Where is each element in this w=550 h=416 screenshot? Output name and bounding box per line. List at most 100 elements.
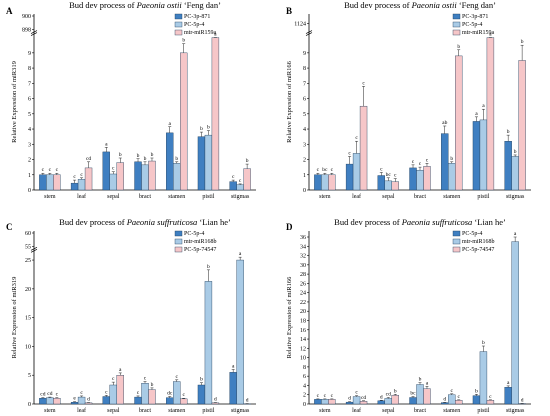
y-axis-label: Relative Expression of miR319 <box>11 277 18 359</box>
y-tick-label: 26 <box>300 281 306 287</box>
significance-letter: c <box>355 390 358 396</box>
significance-letter: d <box>246 398 249 404</box>
chart-title: Bud dev process of Paeonia ostii ‘Feng d… <box>344 0 496 10</box>
panel-label: D <box>286 222 293 232</box>
significance-letter: d <box>521 397 524 403</box>
legend-label: PC-5p-74547 <box>462 247 494 253</box>
significance-letter: c <box>362 80 365 86</box>
significance-letter: b <box>394 388 397 394</box>
x-tick-label: stem <box>319 408 331 414</box>
bar <box>204 134 213 191</box>
significance-letter: c <box>239 178 242 184</box>
legend-swatch <box>174 238 183 245</box>
bar <box>328 399 336 405</box>
significance-letter: b <box>207 125 210 131</box>
x-tick-label: sepal <box>382 194 395 200</box>
significance-letter: a <box>507 380 510 386</box>
significance-letter: d <box>348 396 351 402</box>
significance-letter: c <box>331 167 334 173</box>
bar <box>229 372 237 405</box>
bar <box>46 174 54 191</box>
significance-letter: c <box>56 167 59 173</box>
bar <box>391 181 399 191</box>
y-tick-label: 34 <box>300 244 306 250</box>
legend-label: mtr-miR168b <box>462 239 495 245</box>
bar <box>53 398 61 405</box>
chart-panel-C: C Bud dev process of Paeonia suffruticosa… <box>6 217 256 414</box>
y-tick-label: 898 <box>22 28 31 34</box>
legend-label: PC-5p-4 <box>184 231 204 237</box>
bar <box>409 167 417 191</box>
legend-swatch <box>174 13 183 20</box>
bar <box>141 383 149 405</box>
y-tick-label: 25 <box>25 258 31 264</box>
significance-letter: d <box>443 396 446 402</box>
significance-letter: c <box>355 135 358 141</box>
significance-letter: c <box>489 394 492 400</box>
bar <box>384 180 392 191</box>
significance-letter: d <box>214 397 217 403</box>
axis-break-mark <box>30 248 38 253</box>
chart-title: Bud dev process of Paeonia ostii ‘Feng d… <box>69 0 221 10</box>
y-tick-label: 7 <box>28 81 31 87</box>
y-tick-label: 0 <box>28 188 31 194</box>
significance-letter: c <box>56 392 59 398</box>
bar <box>39 398 47 405</box>
y-tick-label: 3 <box>28 142 31 148</box>
significance-letter: bc <box>410 391 416 397</box>
significance-letter: c <box>112 376 115 382</box>
significance-letter: a <box>426 380 429 386</box>
bar <box>109 384 117 405</box>
legend-swatch <box>452 13 461 20</box>
significance-letter: b <box>482 340 485 346</box>
x-tick-label: pistil <box>477 194 489 200</box>
significance-letter: c <box>80 390 83 396</box>
title-text: Bud dev process of <box>334 217 402 227</box>
y-tick-label: 12 <box>300 346 306 352</box>
bar <box>416 169 424 191</box>
y-tick-label: 14 <box>300 337 306 343</box>
chart-panel-A: A Bud dev process of Paeonia ostii ‘Feng … <box>6 0 256 200</box>
x-tick-label: pistil <box>202 194 214 200</box>
x-tick-label: stamen <box>168 194 185 200</box>
x-tick-label: stigmas <box>506 408 525 414</box>
y-tick-label: 4 <box>303 383 306 389</box>
significance-letter: a <box>239 251 242 257</box>
bar <box>391 394 399 405</box>
title-cultivar: ‘Lian he’ <box>197 217 231 227</box>
significance-letter: a <box>105 141 108 147</box>
bar <box>423 166 431 191</box>
bar <box>384 398 392 405</box>
y-tick-label: 9 <box>303 51 306 57</box>
y-tick-label: 36 <box>300 235 306 241</box>
title-text: Bud dev process of <box>59 217 127 227</box>
significance-letter: c <box>112 166 115 172</box>
significance-letter: c <box>394 173 397 179</box>
significance-letter: c <box>412 159 415 165</box>
significance-letter: b <box>450 156 453 162</box>
x-tick-label: stem <box>319 194 331 200</box>
title-cultivar: ‘Feng dan’ <box>182 0 221 10</box>
x-tick-label: bract <box>139 408 151 414</box>
bar <box>197 136 206 191</box>
bar <box>486 400 495 405</box>
x-tick-label: leaf <box>352 407 361 414</box>
significance-letter: b <box>419 377 422 383</box>
x-tick-label: bract <box>414 194 426 200</box>
bar <box>455 55 463 191</box>
bar <box>102 151 110 191</box>
x-tick-label: leaf <box>77 407 86 414</box>
legend-swatch <box>452 230 461 237</box>
y-tick-label: 9 <box>28 51 31 57</box>
axis-break-mark <box>305 32 313 36</box>
x-tick-label: sepal <box>382 408 395 414</box>
significance-letter: ab <box>442 120 447 126</box>
significance-letter: a <box>489 32 492 38</box>
significance-letter: c <box>137 390 140 396</box>
significance-letter: b <box>514 149 517 155</box>
significance-letter: b <box>246 158 249 164</box>
y-tick-label: 1124 <box>294 22 306 28</box>
legend-label: mtr-miR159a <box>462 30 495 36</box>
legend-swatch <box>174 230 183 237</box>
bar <box>173 163 181 191</box>
